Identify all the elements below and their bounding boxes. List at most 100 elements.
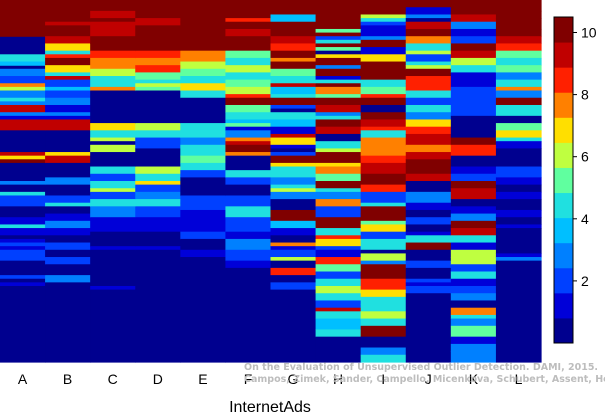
heatmap-cell <box>0 90 46 99</box>
colorbar-tick-labels: 2 4 6 8 10 <box>573 25 597 289</box>
heatmap-cell <box>0 238 46 244</box>
heatmap-cell <box>360 162 407 175</box>
heatmap-cell <box>360 202 407 207</box>
heatmap-cell <box>90 231 136 247</box>
heatmap-cell <box>495 65 542 73</box>
heatmap-cell <box>360 347 407 356</box>
heatmap-cell <box>0 195 46 207</box>
colorbar-segment <box>554 17 573 43</box>
heatmap-cell <box>270 97 317 106</box>
heatmap-cell <box>360 119 407 128</box>
heatmap-cell <box>135 166 181 175</box>
heatmap-cell <box>225 97 272 106</box>
heatmap-cell <box>90 21 136 37</box>
heatmap-cell <box>225 144 272 153</box>
heatmap-cell <box>315 104 362 113</box>
heatmap-cell <box>180 50 227 63</box>
heatmap-cell <box>270 83 317 88</box>
heatmap-cell <box>270 76 317 84</box>
heatmap-cell <box>135 0 181 19</box>
heatmap-cell <box>45 50 91 55</box>
heatmap-cell <box>405 293 452 363</box>
heatmap-cell <box>360 86 407 95</box>
heatmap-cell <box>405 28 452 37</box>
heatmap-cell <box>405 278 452 283</box>
heatmap-cell <box>495 137 542 142</box>
colorbar-segment <box>554 317 573 344</box>
heatmap-cell <box>315 94 362 99</box>
heatmap-cell <box>315 191 362 200</box>
heatmap-cell <box>315 39 362 45</box>
heatmap-cell <box>135 83 181 88</box>
heatmap-cell <box>225 123 272 128</box>
heatmap-cell <box>405 21 452 30</box>
colorbar-segment <box>554 117 573 143</box>
heatmap-cell <box>270 68 317 77</box>
heatmap-cell <box>315 257 362 265</box>
heatmap-cell <box>405 231 452 236</box>
heatmap-cell <box>0 260 46 276</box>
heatmap-cell <box>405 152 452 160</box>
heatmap-column-B <box>45 0 91 363</box>
heatmap-cell <box>360 260 407 265</box>
heatmap-cell <box>360 278 407 291</box>
heatmap-cell <box>315 119 362 128</box>
heatmap-cell <box>180 61 227 70</box>
heatmap-cell <box>180 68 227 77</box>
x-tick-label: I <box>381 371 385 387</box>
heatmap-cell <box>270 112 317 121</box>
heatmap-cell <box>450 108 497 117</box>
heatmap-cell <box>270 94 317 99</box>
heatmap-cell <box>45 0 91 23</box>
heatmap-cell <box>0 235 46 240</box>
heatmap-cell <box>225 170 272 178</box>
heatmap-cell <box>45 242 91 251</box>
heatmap-cell <box>45 285 91 363</box>
heatmap-cell <box>450 50 497 59</box>
heatmap-cell <box>450 242 497 251</box>
heatmap-cell <box>225 112 272 121</box>
heatmap-cell <box>315 293 362 302</box>
heatmap-cell <box>360 311 407 320</box>
heatmap-cell <box>315 112 362 117</box>
heatmap-cell <box>45 76 91 81</box>
heatmap-cell <box>405 18 452 23</box>
heatmap-cell <box>360 354 407 363</box>
heatmap-cell <box>450 351 497 363</box>
heatmap-cell <box>405 14 452 19</box>
heatmap-cell <box>270 43 317 52</box>
heatmap-cell <box>135 50 181 59</box>
heatmap-cell <box>90 0 136 12</box>
heatmap-cell <box>315 318 362 331</box>
heatmap-cell <box>450 86 497 110</box>
heatmap-column-K <box>450 0 497 363</box>
heatmap-cell <box>225 130 272 139</box>
heatmap-cell <box>360 25 407 37</box>
heatmap-cell <box>225 249 272 262</box>
heatmap-cell <box>270 220 317 229</box>
heatmap-cell <box>0 76 46 84</box>
heatmap-cell <box>315 199 362 207</box>
heatmap-cell <box>135 36 181 45</box>
colorbar-segment <box>554 267 573 294</box>
heatmap-cell <box>360 47 407 55</box>
heatmap-cell <box>180 257 227 363</box>
heatmap-cell <box>495 104 542 117</box>
heatmap-cell <box>360 224 407 233</box>
heatmap-cell <box>450 228 497 236</box>
heatmap-cell <box>405 126 452 135</box>
heatmap-cell <box>135 18 181 26</box>
heatmap-cell <box>90 50 136 59</box>
heatmap-cell <box>225 206 272 218</box>
heatmap-column-C <box>90 0 136 363</box>
heatmap-cell <box>315 307 362 312</box>
x-tick-label: H <box>333 371 343 387</box>
heatmap-cell <box>0 224 46 229</box>
heatmap-cell <box>225 50 272 59</box>
heatmap-cell <box>360 155 407 164</box>
heatmap-cell <box>315 148 362 153</box>
heatmap-cell <box>315 220 362 229</box>
heatmap-cell <box>225 137 272 142</box>
heatmap-cell <box>495 141 542 150</box>
heatmap-cell <box>315 97 362 106</box>
